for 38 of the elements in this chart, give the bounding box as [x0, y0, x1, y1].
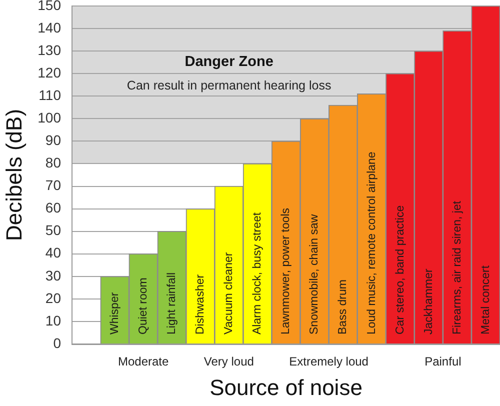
y-tick-label: 80: [45, 154, 62, 171]
y-tick-label: 0: [53, 334, 62, 351]
x-tick-label: Jackhammer: [422, 268, 435, 334]
y-tick-label: 150: [38, 0, 62, 13]
y-tick-label: 110: [38, 86, 62, 103]
x-tick-label: Metal concert: [480, 264, 492, 334]
x-tick-label: Snowmobile, chain saw: [308, 214, 321, 334]
annotation: Can result in permanent hearing loss: [126, 78, 332, 92]
y-tick-label: 30: [45, 267, 62, 284]
x-tick-label: Lawnmower, power tools: [280, 208, 292, 334]
y-tick-label: 20: [45, 290, 62, 306]
x-tick-label: Bass drum: [337, 280, 350, 334]
y-tick-label: 130: [38, 42, 62, 58]
y-tick-label: 90: [45, 132, 62, 148]
y-tick-label: 100: [38, 110, 62, 126]
x-tick-label: Vacuum cleaner: [223, 252, 236, 334]
y-tick-label: 50: [45, 222, 62, 238]
x-tick-label: Whisper: [108, 292, 121, 334]
series-label: Moderate: [118, 354, 170, 368]
series-label: Very loud: [204, 354, 254, 368]
x-tick-label: Light rainfall: [166, 272, 178, 334]
y-axis-title: Decibels (dB): [1, 108, 26, 242]
series-label: Painful: [424, 354, 462, 368]
y-tick-label: 10: [45, 312, 62, 328]
x-tick-label: Dishwasher: [194, 274, 207, 334]
x-axis-title: Source of noise: [210, 374, 362, 400]
x-tick-label: Car stereo, band practice: [394, 205, 406, 334]
x-tick-label: Firearms, air raid siren, jet: [451, 200, 464, 334]
band-label: Danger Zone: [184, 54, 274, 70]
y-tick-label: 40: [45, 244, 62, 261]
y-tick-label: 60: [45, 200, 62, 216]
y-tick-label: 70: [45, 177, 62, 194]
series-label: Extremely loud: [289, 354, 368, 368]
y-tick-label: 140: [38, 19, 62, 36]
x-tick-label: Quiet room: [138, 278, 150, 334]
x-tick-label: Loud music, remote control airplane: [366, 152, 378, 334]
x-tick-label: Alarm clock, busy street: [252, 212, 264, 334]
y-tick-label: 120: [38, 64, 62, 80]
